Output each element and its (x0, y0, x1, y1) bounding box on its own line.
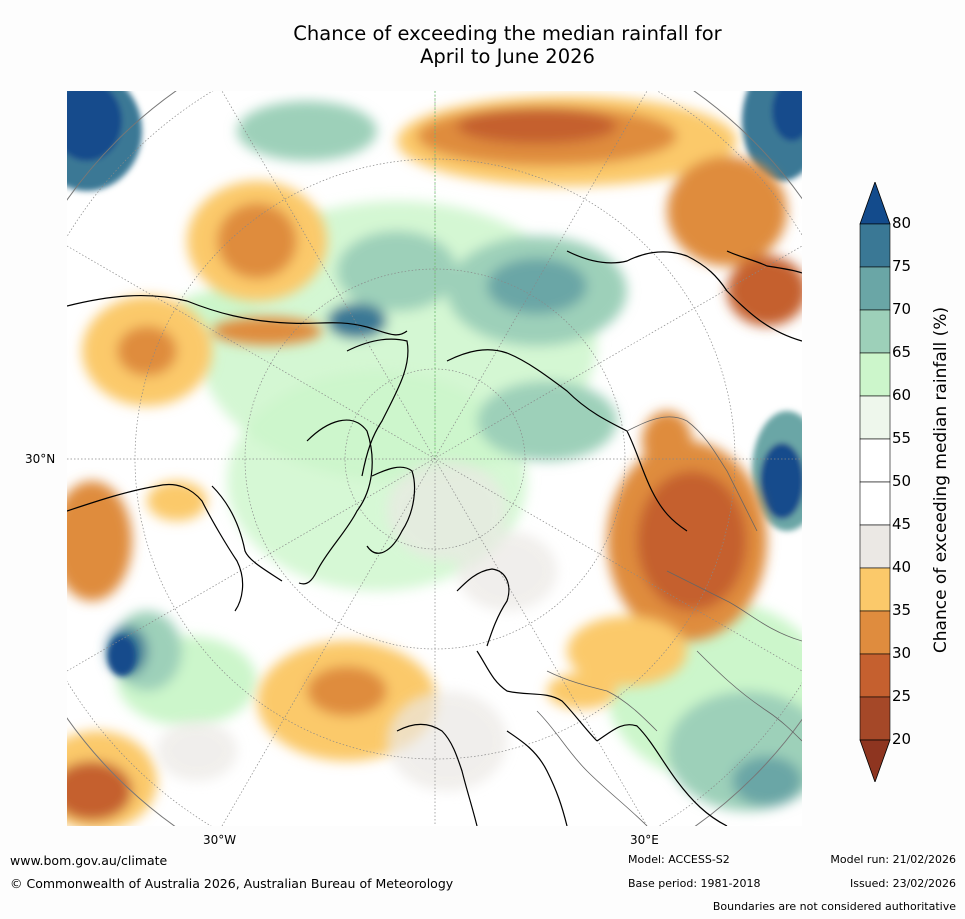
colorbar-bin (859, 352, 891, 397)
wet-anomaly-areas (107, 101, 802, 811)
colorbar-tick-label: 30 (892, 644, 912, 662)
colorbar-tick-label: 20 (892, 730, 912, 748)
footer-copyright: © Commonwealth of Australia 2026, Austra… (10, 876, 454, 891)
colorbar-bin (859, 395, 891, 440)
colorbar (859, 182, 891, 782)
colorbar-bin (859, 309, 891, 354)
footer-model: Model: ACCESS-S2 (628, 853, 730, 866)
graticule (67, 91, 802, 826)
footer-issued: Issued: 23/02/2026 (849, 877, 956, 890)
colorbar-bin (859, 524, 891, 569)
colorbar-tick-label: 70 (892, 300, 912, 318)
colorbar-bin (859, 610, 891, 655)
colorbar-tick-label: 65 (892, 343, 912, 361)
lon-label-30e: 30°E (630, 833, 659, 847)
colorbar-tick-label: 40 (892, 558, 912, 576)
lon-label-30w: 30°W (203, 833, 237, 847)
footer-disclaimer: Boundaries are not considered authoritat… (712, 900, 956, 913)
dry-anomaly-areas (67, 96, 802, 826)
colorbar-tick-label: 50 (892, 472, 912, 490)
footer-base-period: Base period: 1981-2018 (628, 877, 761, 890)
colorbar-bin (859, 567, 891, 612)
very-wet-areas (67, 91, 802, 676)
colorbar-tick-label: 75 (892, 257, 912, 275)
rainfall-probability-map (67, 91, 802, 826)
neutral-areas (157, 461, 557, 791)
political-boundaries (536, 416, 802, 826)
colorbar-tick-label: 80 (892, 214, 912, 232)
colorbar-tick-label: 55 (892, 429, 912, 447)
colorbar-bin (859, 223, 891, 268)
colorbar-tick-label: 25 (892, 687, 912, 705)
colorbar-bin (859, 653, 891, 698)
coastlines (67, 250, 802, 826)
title-line-2: April to June 2026 (420, 45, 595, 68)
colorbar-label: Chance of exceeding median rainfall (%) (931, 306, 951, 654)
colorbar-bin (859, 266, 891, 311)
colorbar-tick-label: 45 (892, 515, 912, 533)
footer-url: www.bom.gov.au/climate (10, 853, 168, 868)
colorbar-extend-bottom (859, 739, 891, 782)
title-line-1: Chance of exceeding the median rainfall … (293, 22, 722, 45)
colorbar-bin (859, 696, 891, 741)
footer-model-run: Model run: 21/02/2026 (830, 853, 956, 866)
lat-label-30n: 30°N (25, 452, 56, 466)
colorbar-tick-label: 35 (892, 601, 912, 619)
map-canvas (67, 91, 802, 826)
colorbar-extend-top (859, 182, 891, 225)
colorbar-tick-label: 60 (892, 386, 912, 404)
colorbar-bin (859, 438, 891, 483)
chart-title: Chance of exceeding the median rainfall … (200, 22, 815, 68)
colorbar-bin (859, 481, 891, 526)
